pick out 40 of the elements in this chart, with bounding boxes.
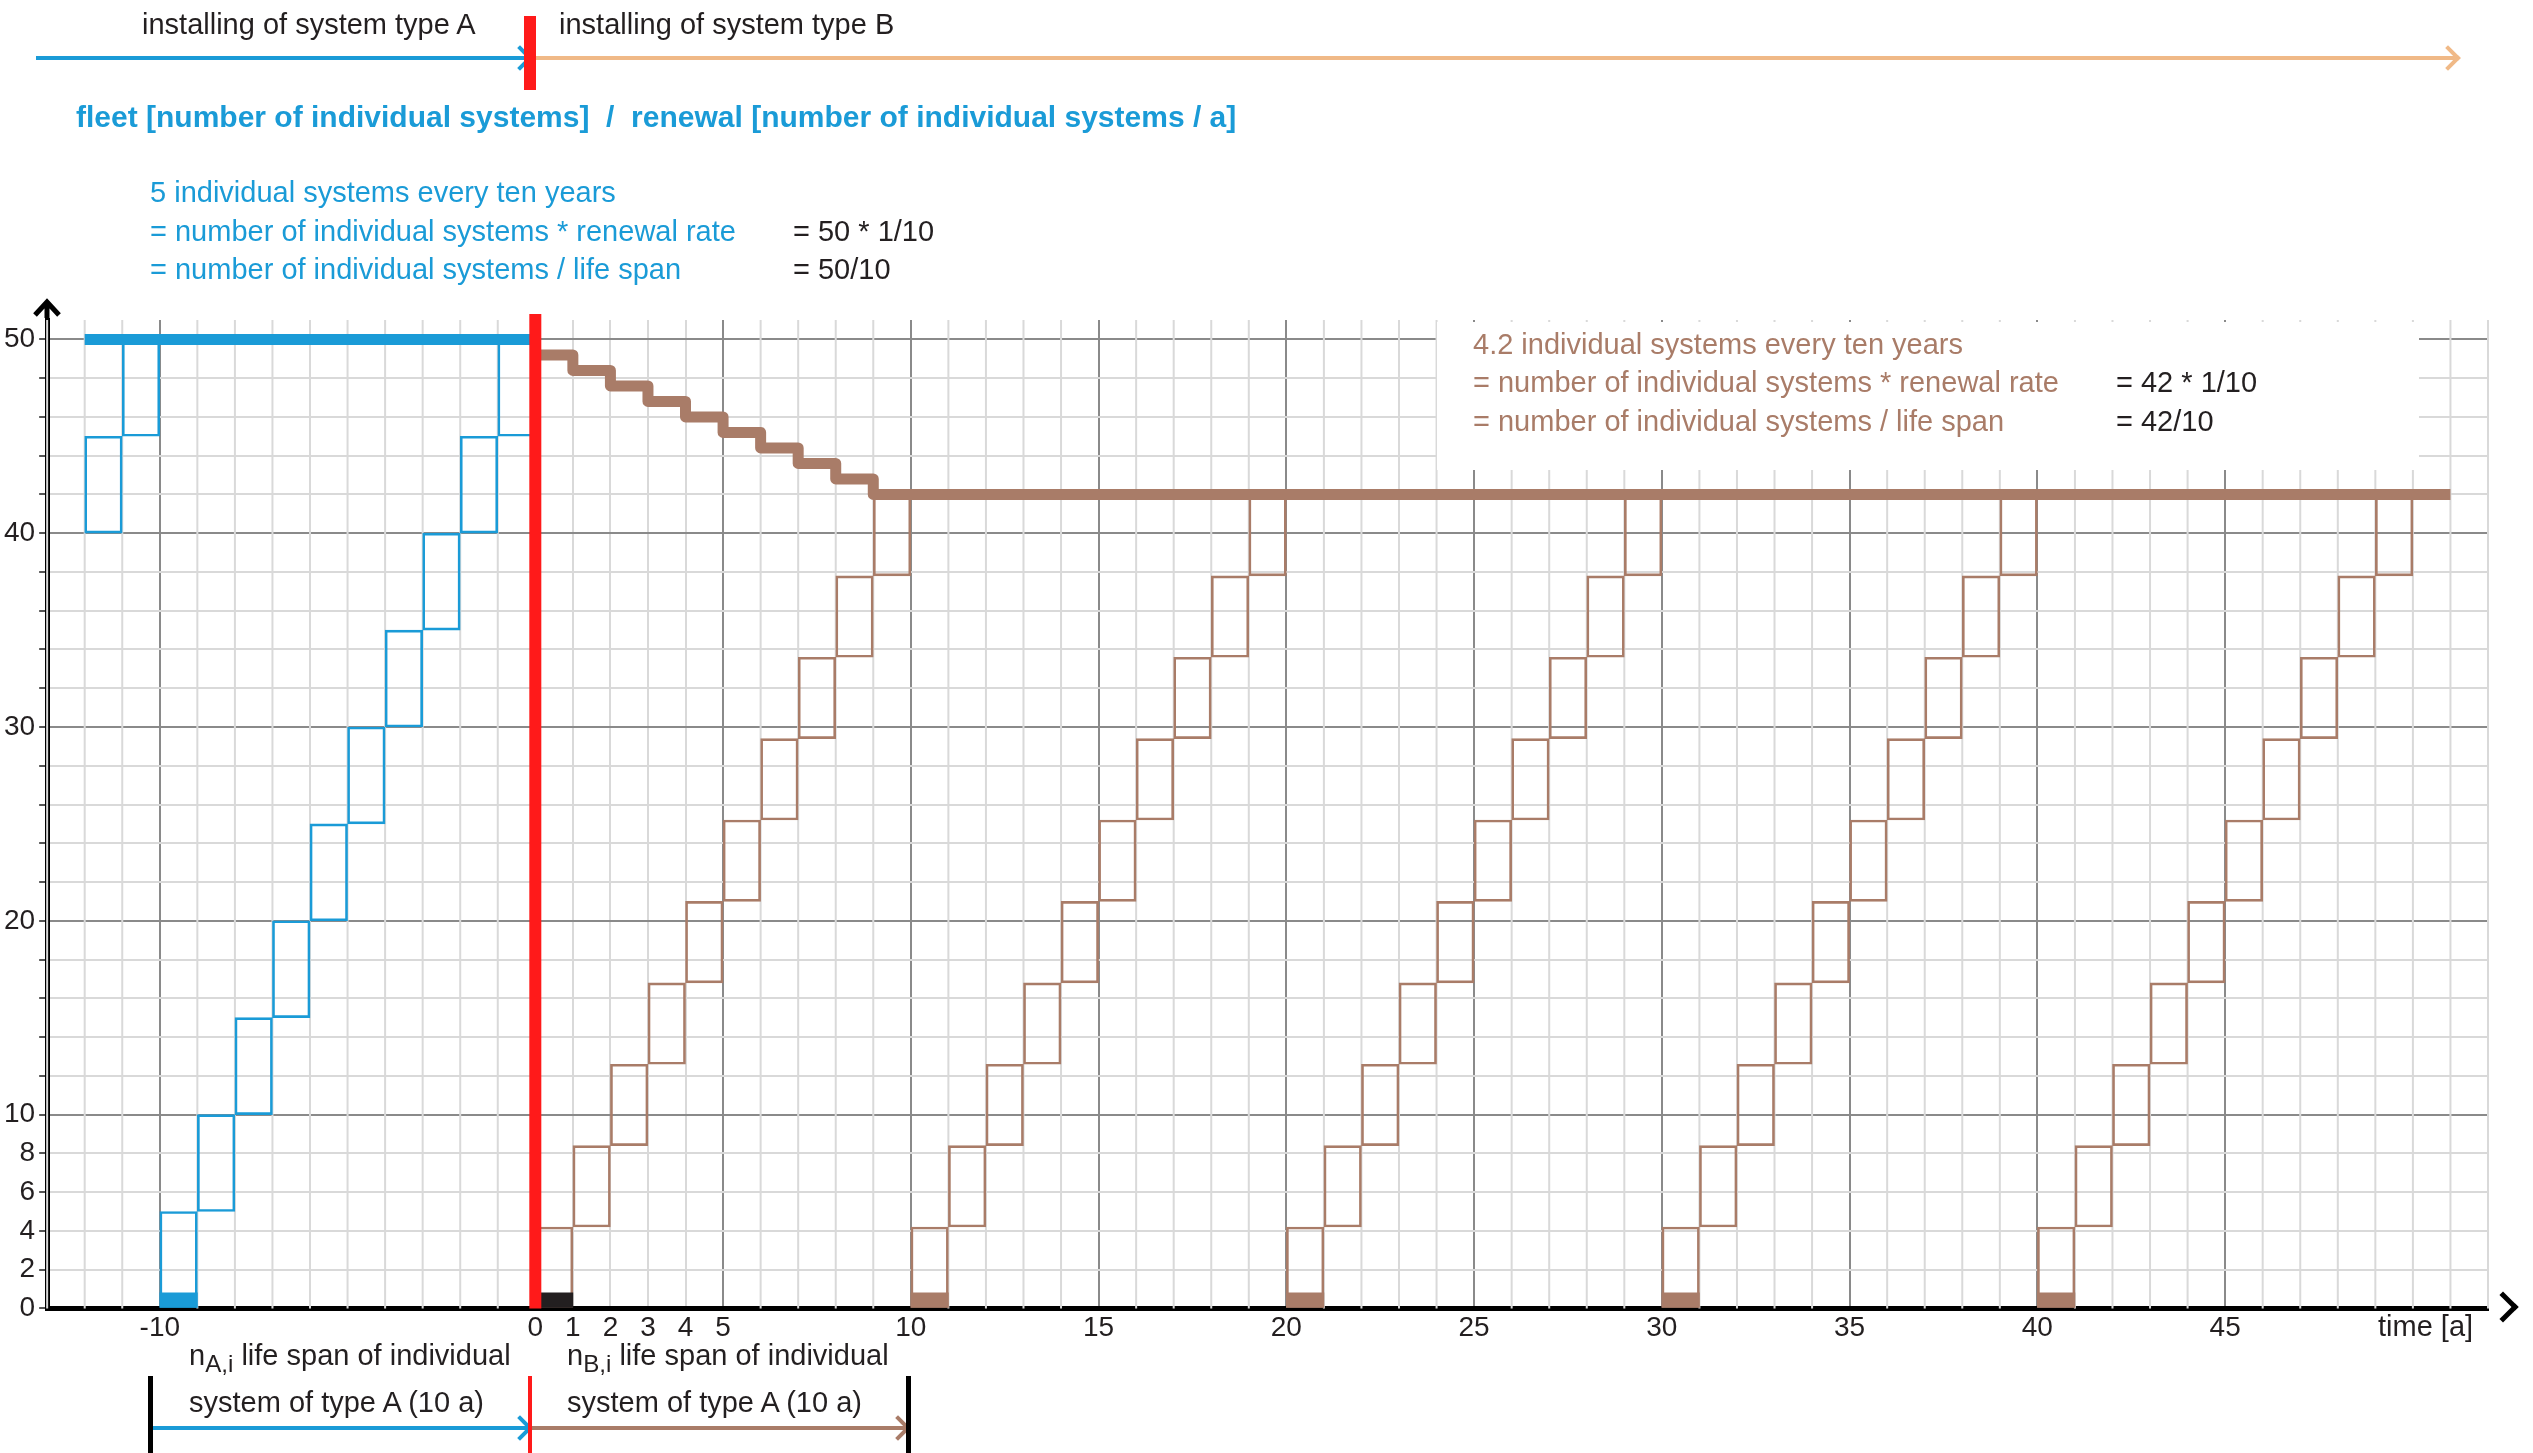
x-axis-title: time [a]	[2378, 1310, 2474, 1343]
y-tick-label: 4	[19, 1213, 36, 1245]
annotation: = 42 * 1/10	[2116, 366, 2258, 399]
annotation: 4.2 individual systems every ten years	[1473, 328, 1963, 361]
text: 5 individual systems every ten years	[150, 176, 616, 209]
x-tick-label: 1	[565, 1310, 581, 1342]
text: = 50/10	[793, 253, 891, 286]
x-tick-label: 40	[2021, 1310, 2053, 1342]
text: installing of system type B	[559, 8, 895, 41]
y-tick-label: 50	[3, 322, 36, 354]
text: = 50 * 1/10	[793, 215, 935, 248]
x-tick-label: 30	[1646, 1310, 1678, 1342]
x-tick-label: 5	[715, 1310, 731, 1342]
annotation: = number of individual systems * renewal rate	[1473, 366, 2059, 399]
text: installing of system type A	[142, 8, 476, 41]
x-tick-label: 35	[1834, 1310, 1866, 1342]
y-tick-label: 40	[3, 515, 36, 547]
x-tick-label: 25	[1458, 1310, 1490, 1342]
x-tick-label: 3	[640, 1310, 656, 1342]
text: n$_{B,i}$ life span of individual system of type A (10 a)	[567, 1339, 889, 1418]
y-tick-label: 8	[19, 1136, 36, 1168]
annotation: = number of individual systems / life span	[1473, 405, 2005, 438]
y-tick-label: 30	[3, 709, 36, 741]
x-tick-label: -10	[139, 1310, 181, 1342]
x-tick-label: 45	[2209, 1310, 2241, 1342]
text: n$_{A,i}$ life span of individual system of type A (10 a)	[189, 1339, 511, 1418]
y-tick-label: 10	[3, 1097, 36, 1129]
text: = number of individual systems / life span	[150, 253, 682, 286]
y-tick-label: 6	[19, 1174, 36, 1206]
text: fleet [number of individual systems] / renewal [number of individual systems / a]	[76, 100, 1237, 134]
x-tick-label: 4	[677, 1310, 694, 1342]
x-tick-label: 15	[1083, 1310, 1115, 1342]
x-tick-label: 10	[895, 1310, 927, 1342]
y-tick-label: 2	[19, 1252, 36, 1284]
annotation: = 42/10	[2116, 405, 2214, 438]
x-tick-label: 20	[1270, 1310, 1302, 1342]
text: = number of individual systems * renewal rate	[150, 215, 736, 248]
x-tick-label: 0	[527, 1310, 544, 1342]
x-tick-label: 2	[602, 1310, 619, 1342]
y-tick-label: 20	[3, 903, 36, 935]
